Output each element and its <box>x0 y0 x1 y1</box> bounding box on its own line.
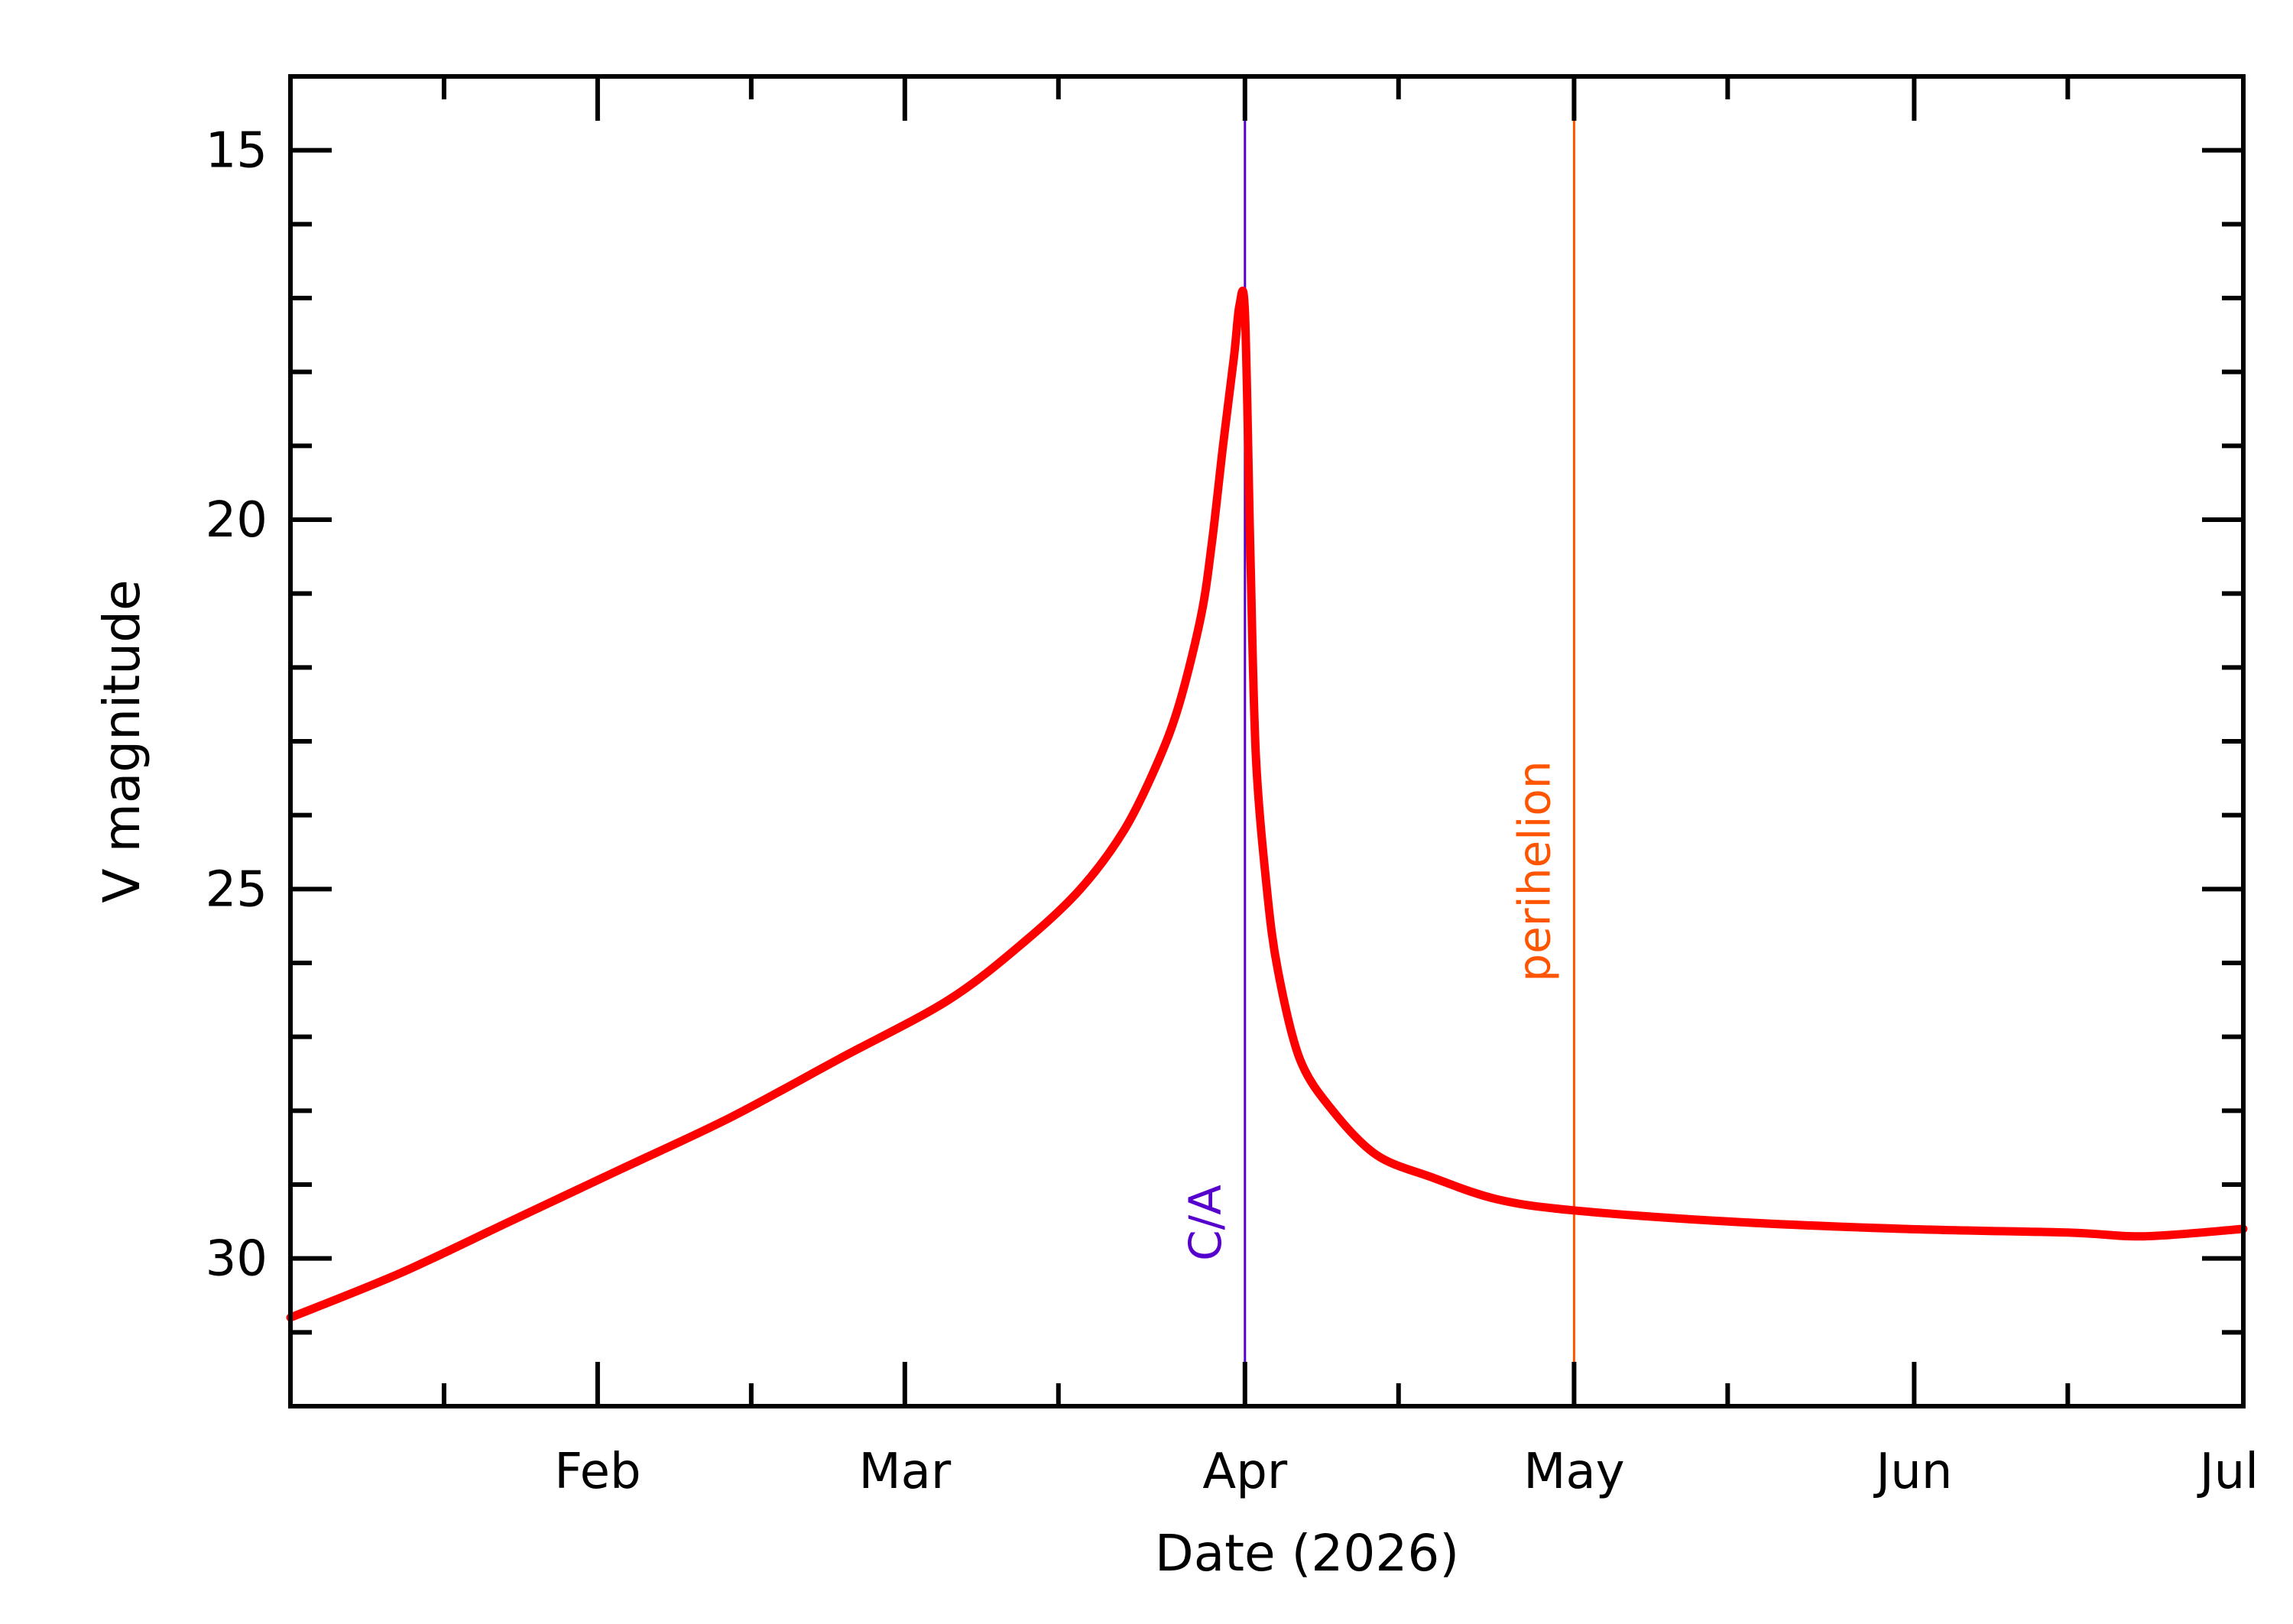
x-tick-label: Jul <box>2197 1444 2259 1500</box>
x-tick-label: Mar <box>858 1444 951 1500</box>
x-axis-title: Date (2026) <box>1155 1524 1459 1583</box>
series-group <box>286 287 2248 1322</box>
x-tick-labels: Feb Mar Apr May Jun Jul <box>554 1444 2259 1500</box>
y-tick-label: 30 <box>206 1231 268 1288</box>
event-markers: C/A perihelion <box>1179 76 1575 1406</box>
x-tick-label: Apr <box>1202 1444 1287 1500</box>
y-tick-label: 25 <box>206 861 268 918</box>
x-tick-label: May <box>1523 1444 1624 1500</box>
marker-label-ca: C/A <box>1179 1185 1231 1261</box>
series-line-0 <box>286 287 2248 1322</box>
y-axis-title: V magnitude <box>92 579 151 903</box>
y-tick-labels: 15 20 25 30 <box>206 123 268 1288</box>
x-tick-label: Feb <box>554 1444 641 1500</box>
plot-frame <box>288 74 2246 1408</box>
y-tick-label: 15 <box>206 123 268 180</box>
x-tick-label: Jun <box>1873 1444 1952 1500</box>
y-tick-label: 20 <box>206 492 268 549</box>
marker-label-perihelion: perihelion <box>1508 760 1560 981</box>
axis-ticks <box>290 76 2243 1406</box>
